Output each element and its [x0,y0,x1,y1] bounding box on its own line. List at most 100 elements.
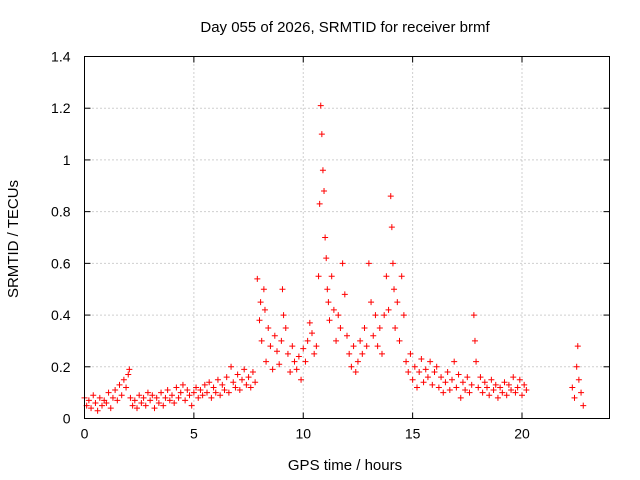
data-point [107,405,114,412]
data-point [300,345,307,352]
data-point [407,350,414,357]
data-point [324,286,331,293]
data-point [263,358,270,365]
plot-frame [84,56,610,419]
data-point [221,387,228,394]
data-point [160,402,167,409]
data-point [440,389,447,396]
data-point [195,394,202,401]
data-point [228,363,235,370]
data-point [291,358,298,365]
data-point [492,381,499,388]
data-point [125,371,132,378]
data-point [569,384,576,391]
data-point [374,343,381,350]
data-point [387,193,394,200]
data-point [322,234,329,241]
data-point [206,379,213,386]
data-point [466,389,473,396]
data-point [403,358,410,365]
data-point [352,368,359,375]
data-point [388,224,395,231]
data-point [267,343,274,350]
data-point [429,381,436,388]
data-point [99,402,105,409]
data-point [510,374,517,381]
data-point [134,405,140,412]
data-point [315,273,322,280]
data-point [328,273,335,280]
data-point [269,366,276,373]
data-point [258,337,265,344]
data-point [123,384,130,391]
y-tick-label: 1.4 [51,49,71,65]
data-point [323,255,330,262]
data-point [186,392,193,399]
data-point [138,399,145,406]
data-point [306,319,313,326]
data-point [201,381,208,388]
data-point [462,387,469,394]
data-point [455,371,462,378]
data-point [230,379,237,386]
data-point [379,350,385,357]
data-point [341,291,348,298]
data-point [420,379,427,386]
data-point [265,325,272,331]
data-point [494,394,501,401]
data-point [392,325,399,331]
data-point [120,376,127,383]
data-point [260,286,267,293]
data-point [219,381,226,388]
data-point [153,394,160,401]
data-point [114,397,121,404]
data-point [92,399,99,406]
data-point [256,317,263,324]
data-point [571,394,578,401]
data-point [453,384,460,391]
data-point [276,361,283,368]
data-point [468,381,475,388]
data-point [400,312,407,319]
data-point [208,394,215,401]
data-point [365,260,372,267]
data-point [126,366,133,373]
data-point [241,366,248,373]
data-point [284,350,291,357]
x-tick-label: 15 [405,426,421,442]
data-point [519,392,525,399]
data-point [359,350,366,357]
data-point [470,312,477,319]
data-point [442,379,449,386]
y-tick-label: 0.6 [51,255,71,271]
data-point [311,350,318,357]
data-point [199,392,206,399]
data-point [350,343,357,350]
data-point [254,275,261,282]
data-point [129,402,136,409]
data-point [479,389,486,396]
data-point [173,384,180,391]
data-point [433,363,440,370]
data-point [484,384,490,391]
data-point [188,402,195,409]
data-point [409,376,416,383]
data-point [411,363,418,370]
data-point [471,337,478,344]
data-point [514,384,521,391]
data-point [94,407,101,414]
data-point [490,387,497,394]
data-point [501,379,508,386]
data-point [383,273,390,280]
data-point [488,376,495,383]
data-point [243,381,250,388]
data-point [109,394,116,401]
data-point [512,389,519,396]
x-axis-title: GPS time / hours [288,457,402,474]
data-point [204,389,210,396]
data-point [368,299,375,306]
x-tick-label: 0 [81,426,89,442]
data-point [339,260,346,267]
data-point [217,392,224,399]
